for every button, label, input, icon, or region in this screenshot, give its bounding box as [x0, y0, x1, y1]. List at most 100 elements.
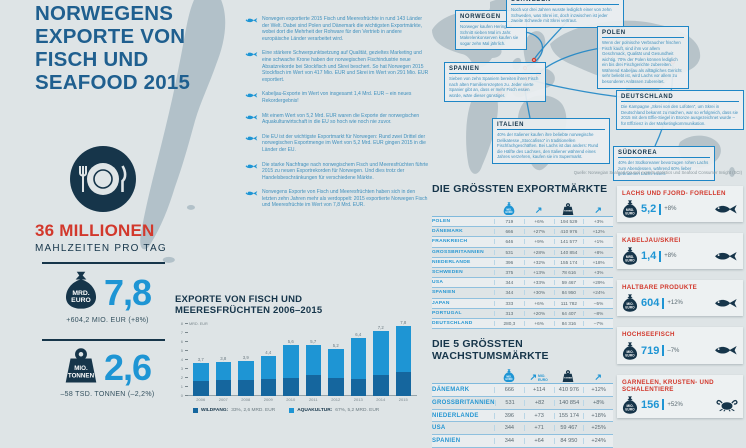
- y-tick-mark: [185, 349, 188, 351]
- salmon-icon: [715, 204, 737, 214]
- product-card: KABELJAU/SKREI MRD. EURO 1,4 +8%: [617, 233, 743, 270]
- callout-text: Noch vor drei Jahren wusste lediglich ei…: [511, 7, 612, 24]
- money-bag-icon: MRD.EURO: [65, 271, 96, 309]
- table-row: POLEN 719 +6% 194 529 +3%: [432, 217, 613, 228]
- table-cell-volume: 410 976: [553, 386, 584, 393]
- y-tick-mark: [185, 367, 188, 369]
- callout-country: NORWEGEN: [460, 14, 522, 22]
- bullet-text: Kabeljau-Exporte im Wert von insgesamt 1…: [262, 91, 412, 104]
- product-card: HOCHSEEFISCH MIO. EURO 719 –7%: [617, 327, 743, 364]
- svg-text:MIO.: MIO.: [627, 404, 634, 408]
- pelagic-fish-icon: [715, 346, 737, 355]
- x-axis-labels: 2006 2007 2008 2009 2010 2011 2012 2013 2014 2015: [193, 397, 429, 402]
- table-row-country: DEUTSCHLAND: [432, 320, 473, 326]
- aquakultur-segment: [193, 362, 209, 381]
- svg-text:MRD.: MRD.: [72, 290, 89, 297]
- table-cell-value: 396: [494, 259, 524, 265]
- chart-bar: 4,4: [260, 350, 276, 396]
- export-history-chart: EXPORTE VON FISCH UND MEERESFRÜCHTEN 200…: [175, 294, 429, 419]
- aquakultur-segment: [283, 345, 299, 378]
- divider: [662, 345, 665, 356]
- aquakultur-segment: [260, 356, 276, 379]
- bar-total-label: 7,2: [377, 325, 384, 331]
- product-card: GARNELEN, KRUSTEN- UND SCHALENTIERE MIO. E…: [617, 374, 743, 418]
- table-header-cell: ↗: [524, 206, 554, 215]
- table-cell-value_change: +33%: [523, 280, 554, 286]
- product-stat-row: MRD. EURO 5,2 +8%: [622, 200, 738, 218]
- chart-bar: 5,7: [305, 339, 321, 396]
- aquakultur-segment: [350, 338, 366, 379]
- product-stat-row: MRD. EURO 1,4 +8%: [622, 247, 738, 265]
- title-line: SEAFOOD 2015: [35, 71, 191, 94]
- table-row: SCHWEDEN 375 +13% 78 616 +3%: [432, 268, 613, 279]
- aquakultur-segment: [373, 331, 389, 376]
- growth-markets-title: DIE 5 GRÖSSTEN WACHSTUMSMÄRKTE: [432, 338, 549, 363]
- bullet-item: Norwegen exportierte 2015 Fisch und Meer…: [245, 16, 429, 42]
- product-title: HOCHSEEFISCH: [622, 331, 675, 339]
- divider: [659, 203, 662, 215]
- table-row-country: SPANIEN: [432, 290, 456, 296]
- callout-country: DEUTSCHLAND: [621, 94, 739, 102]
- chart-legend: WILDFANG: 33%, 2,6 MRD. EUR AQUAKULTUR: 67%…: [193, 407, 429, 413]
- legend-item: WILDFANG: 33%, 2,6 MRD. EUR: [193, 407, 275, 413]
- table-cell-volume: 140 854: [553, 249, 584, 255]
- callout-country: SCHWEDEN: [511, 0, 619, 5]
- svg-text:EURO: EURO: [625, 212, 635, 216]
- table-cell-value_change: +30%: [523, 290, 554, 296]
- world-map-section: NORWEGEN Norweger kaufen Hering im Schnit…: [430, 0, 746, 186]
- bar-total-label: 4,4: [265, 350, 272, 356]
- weight-icon: MIO.TONNEN: [65, 348, 97, 383]
- svg-text:MIO.: MIO.: [74, 365, 88, 372]
- fish-icon: [245, 135, 258, 141]
- table-row: DÄNEMARK 666 +114 410 976 +12%: [432, 384, 613, 397]
- table-cell-value_change: +71: [523, 425, 554, 432]
- tables-section: DIE GRÖSSTEN EXPORTMÄRKTE MIO. EURO ↗ TONNE…: [432, 183, 613, 448]
- map-callout-polen: POLEN Wenn der polnische Verbraucher fris…: [597, 26, 689, 89]
- table-cell-value_change: +114: [523, 386, 554, 393]
- chart-plot: 3,7 3,8 3,9 4,4 5,6 5,7 5,2 6,4 7,2 7,8 0 1 2 3 4 5 6 7 8…: [175, 320, 423, 398]
- table-row: GROSSBRITANNIEN 531 +82 140 854 +8%: [432, 397, 613, 410]
- aquakultur-segment: [215, 361, 231, 380]
- divider: [42, 262, 165, 264]
- table-cell-volume: 111 782: [553, 300, 584, 306]
- table-header-row: MIO. EURO ↗ TONNEN ↗: [432, 198, 613, 217]
- product-value: 156: [641, 398, 660, 411]
- plate-fork-knife-icon: [70, 146, 136, 212]
- product-card: LACHS UND FJORD- FORELLEN MRD. EURO 5,2 +8%: [617, 186, 743, 223]
- aquakultur-segment: [395, 325, 411, 373]
- table-row: NIEDERLANDE 396 +32% 155 174 +18%: [432, 257, 613, 268]
- bar-total-label: 5,6: [287, 339, 294, 345]
- table-cell-volume_change: +3%: [583, 219, 613, 225]
- legend-swatch: [193, 407, 198, 413]
- x-tick-label: 2013: [353, 396, 363, 402]
- table-cell-value_change: +6%: [523, 300, 554, 306]
- bar-total-label: 7,8: [400, 319, 407, 325]
- y-tick-mark: [185, 358, 188, 360]
- svg-text:MRD.: MRD.: [626, 208, 634, 212]
- product-value: 1,4: [641, 250, 657, 263]
- chart-bar: 3,7: [193, 357, 209, 396]
- map-callout-südkorea: SÜDKOREA 40% der Südkoreaner bevorzugen r…: [613, 146, 715, 181]
- wildfang-segment: [283, 377, 299, 396]
- x-tick-label: 2010: [286, 396, 296, 402]
- table-cell-volume: 84 950: [553, 438, 584, 445]
- callout-country: SÜDKOREA: [618, 150, 710, 158]
- table-cell-volume_change: +25%: [583, 425, 613, 432]
- x-tick-label: 2014: [376, 396, 386, 402]
- y-axis-unit-label: MRD. EUR: [189, 321, 208, 326]
- fish-icon: [245, 114, 258, 120]
- table-cell-value_change: +32%: [523, 259, 554, 265]
- legend-label: AQUAKULTUR:: [297, 407, 333, 413]
- bar-total-label: 5,2: [332, 343, 339, 349]
- table-row: PORTUGAL 313 +20% 64 407 –8%: [432, 309, 613, 319]
- table-cell-value: 531: [494, 249, 524, 255]
- export-markets-title: DIE GRÖSSTEN EXPORTMÄRKTE: [432, 183, 608, 195]
- fish-icon: [245, 52, 258, 58]
- y-tick-label: 0: [180, 392, 183, 398]
- y-tick-label: 2: [180, 374, 183, 380]
- bullet-item: Eine stärkere Schwerpunktsetzung auf Qua…: [245, 50, 429, 83]
- table-cell-value_change: +6%: [523, 219, 554, 225]
- weight-icon: TONNEN: [562, 369, 574, 382]
- table-row-country: SCHWEDEN: [432, 270, 463, 276]
- y-tick-mark: [185, 340, 188, 342]
